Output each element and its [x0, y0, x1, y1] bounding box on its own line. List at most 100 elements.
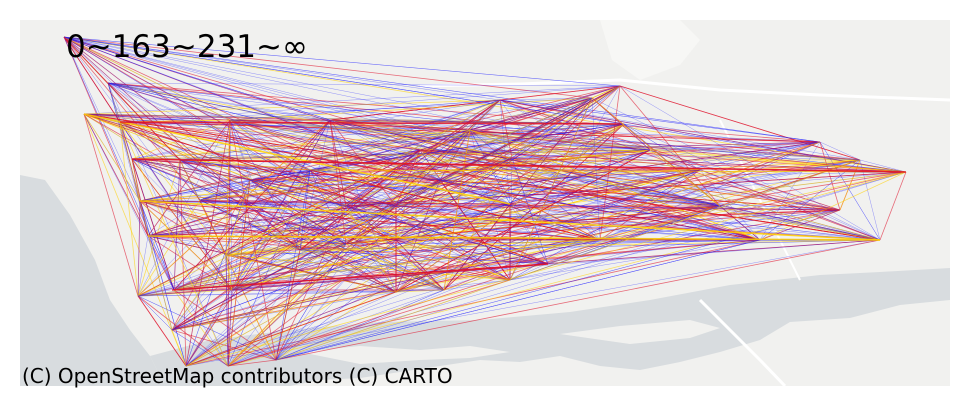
- network-edge: [171, 205, 397, 331]
- network-edge: [395, 149, 421, 207]
- network-edge: [859, 159, 881, 241]
- network-edge: [329, 119, 513, 159]
- network-edge: [179, 159, 347, 245]
- network-edge: [275, 159, 861, 361]
- network-edge: [225, 254, 233, 291]
- network-edge: [275, 289, 445, 361]
- network-edge: [225, 254, 397, 293]
- network-edge: [83, 113, 397, 207]
- network-edge: [345, 243, 445, 291]
- network-edge: [63, 36, 331, 121]
- network-edge: [229, 97, 593, 121]
- network-edge: [469, 85, 621, 131]
- network-edge: [119, 121, 445, 291]
- network-edge: [395, 85, 621, 207]
- network-edge: [231, 85, 621, 291]
- network-edge: [137, 200, 141, 297]
- network-edge: [173, 289, 277, 361]
- network-edge: [227, 239, 397, 367]
- network-edge: [139, 97, 593, 202]
- network-edge: [107, 82, 149, 237]
- network-edge: [63, 36, 621, 87]
- network-edge: [509, 169, 701, 205]
- network-edge: [395, 99, 501, 207]
- northern-lagoon: [600, 20, 700, 80]
- network-edge: [469, 85, 621, 131]
- network-edge: [299, 243, 347, 251]
- network-edge: [179, 159, 251, 181]
- network-edge: [309, 169, 445, 291]
- network-edge: [439, 179, 841, 211]
- network-edge: [107, 82, 907, 173]
- network-edge: [229, 119, 301, 251]
- network-edge: [63, 36, 621, 87]
- network-edge: [173, 97, 593, 291]
- network-edge: [275, 169, 311, 361]
- network-edge: [63, 36, 175, 291]
- network-edge: [309, 129, 471, 171]
- network-edge: [83, 113, 149, 237]
- network-edge: [509, 239, 601, 281]
- network-edge: [229, 99, 501, 121]
- network-edge: [859, 159, 907, 173]
- network-edge: [469, 129, 513, 159]
- network-edge: [137, 295, 173, 331]
- network-edge: [469, 129, 881, 241]
- network-edge: [119, 121, 173, 331]
- network-edge: [139, 200, 233, 291]
- network-edge: [137, 295, 277, 361]
- network-edge: [63, 36, 251, 181]
- network-edge: [83, 113, 301, 251]
- network-edge: [173, 289, 229, 367]
- network-edge: [139, 179, 251, 202]
- network-edge: [139, 169, 311, 202]
- network-edge: [185, 291, 397, 367]
- network-edge: [395, 141, 821, 293]
- network-edge: [309, 169, 601, 241]
- network-edge: [395, 85, 621, 241]
- network-edge: [179, 159, 311, 171]
- network-edge: [199, 199, 273, 237]
- network-edge: [179, 159, 601, 241]
- network-edge: [249, 179, 841, 211]
- network-edge: [173, 239, 601, 291]
- network-edge: [509, 169, 701, 205]
- network-edge: [225, 129, 471, 256]
- road: [419, 78, 951, 102]
- network-edge: [345, 205, 549, 265]
- network-edge: [147, 169, 701, 237]
- network-edge: [139, 200, 273, 237]
- network-edge: [139, 200, 175, 291]
- network-edge: [395, 123, 625, 241]
- network-edge: [63, 36, 821, 143]
- network-edge: [119, 121, 229, 367]
- network-edge: [147, 141, 821, 237]
- network-edge: [299, 149, 421, 251]
- network-edge: [137, 295, 173, 331]
- network-edge: [173, 159, 181, 291]
- network-edge: [63, 36, 513, 159]
- network-edge: [299, 179, 441, 251]
- network-edge: [199, 179, 251, 201]
- network-edge: [131, 99, 501, 160]
- network-edge: [345, 239, 881, 245]
- network-edge: [137, 205, 397, 297]
- legend-thresholds: 0~163~231~∞: [66, 29, 308, 65]
- network-edge: [63, 36, 121, 123]
- network-edge: [759, 159, 861, 241]
- network-edge: [131, 158, 311, 171]
- network-edge: [63, 36, 109, 84]
- network-edge: [499, 99, 821, 143]
- network-edge: [599, 85, 621, 241]
- network-edge: [199, 199, 511, 281]
- network-edge: [171, 329, 229, 367]
- network-edge: [131, 158, 227, 256]
- river-island: [300, 346, 510, 364]
- network-edge: [275, 239, 761, 361]
- network-edge: [309, 99, 501, 171]
- network-edge: [509, 97, 593, 281]
- network-edge: [131, 158, 175, 291]
- network-edge: [63, 36, 273, 237]
- network-edge: [147, 235, 233, 291]
- network-edge: [443, 129, 471, 291]
